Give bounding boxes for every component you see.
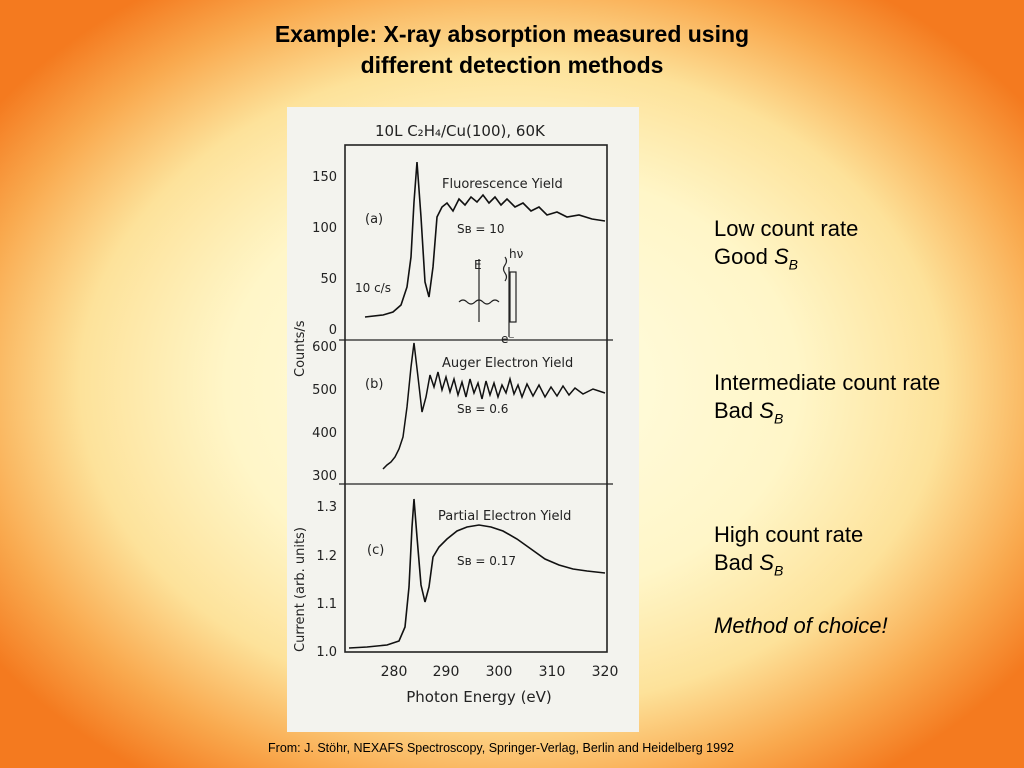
note-3-symbol-sub: B bbox=[773, 562, 784, 579]
note-1-prefix: Good bbox=[714, 244, 774, 269]
ytick-c-3: 1.0 bbox=[316, 645, 337, 660]
ytick-b-3: 300 bbox=[312, 469, 337, 484]
ytick-b-2: 400 bbox=[312, 426, 337, 441]
note-2-symbol: SB bbox=[759, 398, 784, 427]
ytick-b-1: 500 bbox=[312, 383, 337, 398]
inset-e-minus-label: e⁻ bbox=[501, 332, 515, 346]
title-line-2: different detection methods bbox=[360, 52, 664, 78]
note-2-symbol-s: S bbox=[759, 398, 774, 423]
panel-c-sb: Sʙ = 0.17 bbox=[457, 554, 516, 568]
panel-b-sb: Sʙ = 0.6 bbox=[457, 402, 508, 416]
panel-a-sb: Sʙ = 10 bbox=[457, 222, 505, 236]
ytick-a-2: 50 bbox=[320, 272, 337, 287]
ylabel-current: Current (arb. units) bbox=[293, 527, 308, 652]
citation: From: J. Stöhr, NEXAFS Spectroscopy, Spr… bbox=[268, 741, 734, 755]
note-3-symbol: SB bbox=[759, 550, 784, 579]
note-1-symbol-s: S bbox=[773, 244, 789, 269]
ylabel-counts: Counts/s bbox=[293, 320, 308, 377]
ytick-c-2: 1.1 bbox=[316, 597, 337, 612]
note-2-line-2: Bad SB bbox=[714, 397, 940, 432]
ytick-a-3: 0 bbox=[329, 323, 337, 338]
nexafs-spectra-figure: 10L C₂H₄/Cu(100), 60K Counts/s Current (… bbox=[287, 107, 639, 732]
note-3-symbol-s: S bbox=[759, 550, 774, 575]
note-auger: Intermediate count rate Bad SB bbox=[714, 369, 940, 432]
xtick-4: 320 bbox=[592, 664, 619, 680]
note-3-prefix: Bad bbox=[714, 550, 760, 575]
panel-c-tag: (c) bbox=[367, 543, 384, 558]
note-2-prefix: Bad bbox=[714, 398, 760, 423]
note-2-symbol-sub: B bbox=[773, 410, 784, 427]
note-2-line-1: Intermediate count rate bbox=[714, 370, 941, 395]
ytick-c-0: 1.3 bbox=[316, 500, 337, 515]
inset-sample-diagram bbox=[458, 256, 517, 337]
note-3-line-1: High count rate bbox=[714, 522, 864, 547]
ytick-a-0: 150 bbox=[312, 170, 337, 185]
xtick-0: 280 bbox=[381, 664, 408, 680]
panel-b-tag: (b) bbox=[365, 377, 383, 392]
figure-image: 10L C₂H₄/Cu(100), 60K Counts/s Current (… bbox=[287, 107, 639, 732]
note-1-symbol-sub: B bbox=[788, 256, 798, 273]
note-1-symbol: SB bbox=[773, 244, 798, 273]
title-line-1: Example: X-ray absorption measured using bbox=[274, 21, 750, 47]
xtick-1: 290 bbox=[433, 664, 460, 680]
figure-header: 10L C₂H₄/Cu(100), 60K bbox=[375, 122, 546, 140]
note-1-line-2: Good SB bbox=[714, 243, 858, 278]
note-3-extra: Method of choice! bbox=[714, 612, 888, 640]
note-1-line-1: Low count rate bbox=[714, 216, 859, 241]
curve-auger-electron-yield bbox=[382, 342, 606, 470]
panel-b-title: Auger Electron Yield bbox=[442, 356, 573, 371]
panel-c-title: Partial Electron Yield bbox=[438, 509, 571, 524]
note-3-line-2: Bad SB bbox=[714, 549, 888, 584]
inset-e-label: E bbox=[474, 258, 482, 272]
panel-a-tag: (a) bbox=[365, 212, 383, 227]
ytick-b-0: 600 bbox=[312, 340, 337, 355]
panel-a-scale-note: 10 c/s bbox=[355, 281, 391, 295]
note-3-extra-text: Method of choice! bbox=[714, 613, 888, 639]
curve-partial-electron-yield bbox=[348, 498, 606, 649]
xlabel: Photon Energy (eV) bbox=[406, 688, 552, 706]
note-partial: High count rate Bad SB Method of choice! bbox=[714, 521, 888, 640]
ytick-c-1: 1.2 bbox=[316, 549, 337, 564]
slide-title: Example: X-ray absorption measured using… bbox=[0, 19, 1024, 81]
xtick-2: 300 bbox=[486, 664, 513, 680]
ytick-a-1: 100 bbox=[312, 221, 337, 236]
panel-a-title: Fluorescence Yield bbox=[442, 177, 563, 192]
xtick-3: 310 bbox=[539, 664, 566, 680]
note-fluorescence: Low count rate Good SB bbox=[714, 215, 858, 278]
curve-fluorescence-yield bbox=[364, 161, 606, 318]
plot-frame bbox=[344, 144, 608, 653]
inset-hv-label: hν bbox=[509, 247, 524, 261]
